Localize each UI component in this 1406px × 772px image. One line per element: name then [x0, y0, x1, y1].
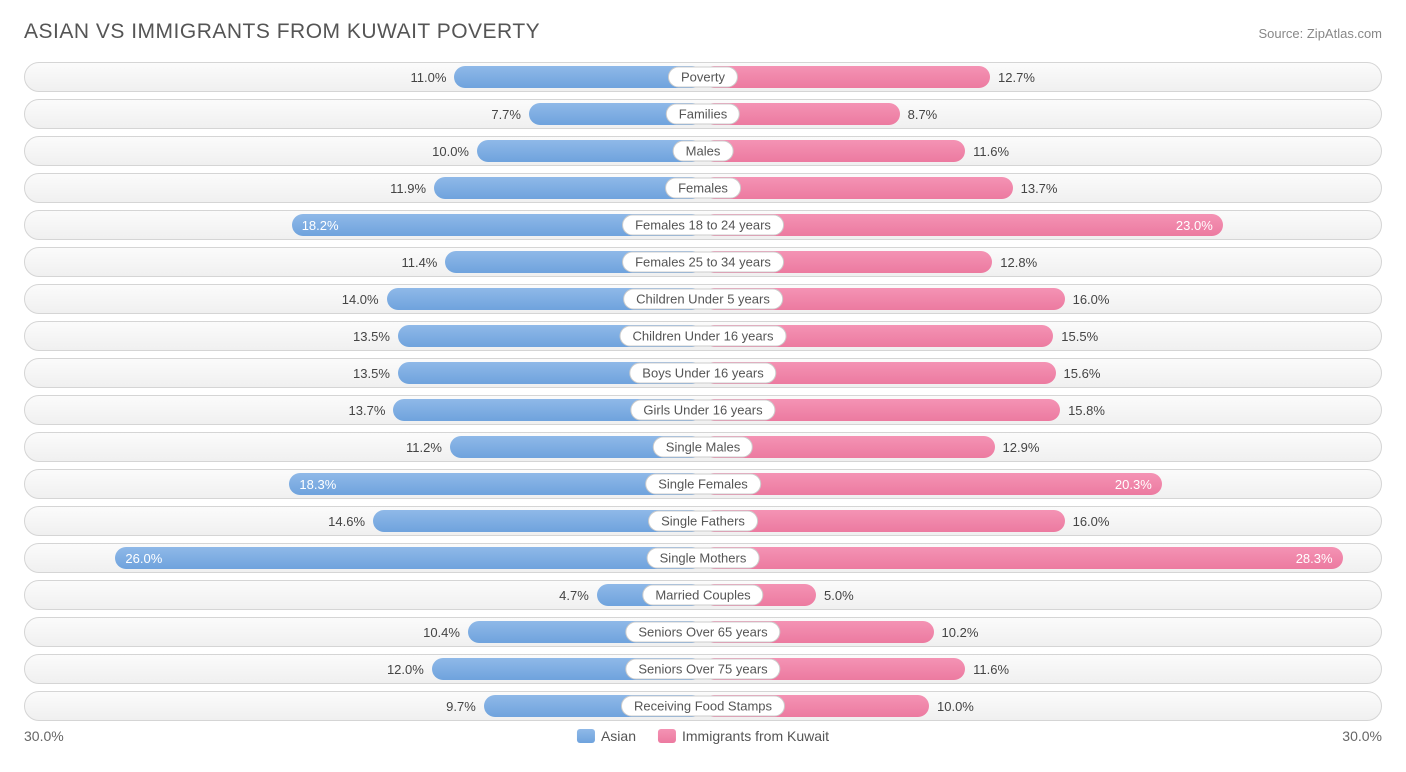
value-kuwait: 28.3% [1296, 551, 1343, 566]
bar-kuwait: 28.3% [703, 547, 1343, 569]
category-label: Families [666, 104, 740, 125]
chart-header: ASIAN VS IMMIGRANTS FROM KUWAIT POVERTY … [24, 20, 1382, 44]
value-asian: 14.0% [342, 292, 387, 307]
category-label: Poverty [668, 67, 738, 88]
chart-row: 18.2% 23.0% Females 18 to 24 years [24, 210, 1382, 240]
category-label: Females [665, 178, 741, 199]
category-label: Females 25 to 34 years [622, 252, 784, 273]
category-label: Married Couples [642, 585, 763, 606]
chart-row: 14.6% 16.0% Single Fathers [24, 506, 1382, 536]
value-kuwait: 11.6% [965, 144, 1009, 159]
chart-row: 12.0% 11.6% Seniors Over 75 years [24, 654, 1382, 684]
bar-kuwait: 12.7% [703, 66, 990, 88]
value-asian: 18.3% [289, 477, 336, 492]
chart-row: 10.0%11.6%Males [24, 136, 1382, 166]
value-kuwait: 10.0% [929, 699, 974, 714]
chart-row: 13.5% 15.6% Boys Under 16 years [24, 358, 1382, 388]
bar-asian: 26.0% [115, 547, 703, 569]
chart-row: 7.7% 8.7% Families [24, 99, 1382, 129]
category-label: Seniors Over 65 years [625, 622, 780, 643]
value-asian: 10.0% [432, 144, 477, 159]
value-asian: 13.5% [353, 329, 398, 344]
value-kuwait: 13.7% [1013, 181, 1058, 196]
category-label: Single Females [645, 474, 761, 495]
chart-row: 4.7% 5.0% Married Couples [24, 580, 1382, 610]
diverging-bar-chart: 11.0%12.7%Poverty7.7%8.7%Families10.0%11… [24, 62, 1382, 721]
axis-max-left: 30.0% [24, 728, 64, 744]
chart-row: 13.7% 15.8% Girls Under 16 years [24, 395, 1382, 425]
chart-row: 18.3% 20.3% Single Females [24, 469, 1382, 499]
value-kuwait: 12.9% [995, 440, 1040, 455]
value-kuwait: 20.3% [1115, 477, 1162, 492]
value-asian: 13.5% [353, 366, 398, 381]
value-asian: 4.7% [559, 588, 597, 603]
category-label: Boys Under 16 years [629, 363, 776, 384]
category-label: Receiving Food Stamps [621, 696, 785, 717]
category-label: Seniors Over 75 years [625, 659, 780, 680]
value-asian: 26.0% [115, 551, 162, 566]
value-kuwait: 16.0% [1065, 514, 1110, 529]
value-asian: 9.7% [446, 699, 484, 714]
category-label: Males [673, 141, 734, 162]
legend-label-kuwait: Immigrants from Kuwait [682, 728, 829, 744]
chart-title: ASIAN VS IMMIGRANTS FROM KUWAIT POVERTY [24, 20, 540, 44]
value-kuwait: 23.0% [1176, 218, 1223, 233]
bar-kuwait: 11.6% [703, 140, 965, 162]
chart-row: 11.2% 12.9% Single Males [24, 432, 1382, 462]
bar-asian: 11.0% [454, 66, 703, 88]
value-asian: 12.0% [387, 662, 432, 677]
legend-swatch-asian [577, 729, 595, 743]
legend-item-asian: Asian [577, 728, 636, 744]
category-label: Children Under 5 years [623, 289, 783, 310]
chart-row: 11.4% 12.8% Females 25 to 34 years [24, 247, 1382, 277]
chart-footer: 30.0% Asian Immigrants from Kuwait 30.0% [24, 728, 1382, 752]
value-asian: 11.0% [411, 70, 455, 85]
chart-row: 13.5% 15.5% Children Under 16 years [24, 321, 1382, 351]
bar-kuwait: 20.3% [703, 473, 1162, 495]
value-kuwait: 15.8% [1060, 403, 1105, 418]
bar-kuwait: 13.7% [703, 177, 1013, 199]
chart-row: 10.4% 10.2% Seniors Over 65 years [24, 617, 1382, 647]
value-kuwait: 10.2% [934, 625, 979, 640]
chart-row: 26.0% 28.3% Single Mothers [24, 543, 1382, 573]
legend-swatch-kuwait [658, 729, 676, 743]
chart-source: Source: ZipAtlas.com [1258, 26, 1382, 41]
value-kuwait: 12.8% [992, 255, 1037, 270]
value-asian: 10.4% [423, 625, 468, 640]
value-kuwait: 5.0% [816, 588, 854, 603]
category-label: Single Males [653, 437, 753, 458]
bar-asian: 10.0% [477, 140, 703, 162]
value-kuwait: 12.7% [990, 70, 1035, 85]
legend: Asian Immigrants from Kuwait [577, 728, 829, 744]
value-kuwait: 8.7% [900, 107, 938, 122]
bar-asian: 18.3% [289, 473, 703, 495]
value-asian: 11.9% [390, 181, 434, 196]
category-label: Females 18 to 24 years [622, 215, 784, 236]
axis-max-right: 30.0% [1342, 728, 1382, 744]
chart-row: 9.7% 10.0% Receiving Food Stamps [24, 691, 1382, 721]
category-label: Girls Under 16 years [630, 400, 775, 421]
value-kuwait: 16.0% [1065, 292, 1110, 307]
value-asian: 14.6% [328, 514, 373, 529]
value-asian: 11.4% [401, 255, 445, 270]
value-asian: 7.7% [491, 107, 529, 122]
category-label: Single Mothers [647, 548, 760, 569]
chart-row: 14.0% 16.0% Children Under 5 years [24, 284, 1382, 314]
value-kuwait: 15.5% [1053, 329, 1098, 344]
bar-asian: 11.9% [434, 177, 703, 199]
value-kuwait: 11.6% [965, 662, 1009, 677]
category-label: Children Under 16 years [620, 326, 787, 347]
legend-label-asian: Asian [601, 728, 636, 744]
chart-row: 11.9%13.7%Females [24, 173, 1382, 203]
value-asian: 11.2% [406, 440, 450, 455]
value-asian: 18.2% [292, 218, 339, 233]
value-asian: 13.7% [349, 403, 394, 418]
category-label: Single Fathers [648, 511, 758, 532]
chart-row: 11.0%12.7%Poverty [24, 62, 1382, 92]
value-kuwait: 15.6% [1056, 366, 1101, 381]
legend-item-kuwait: Immigrants from Kuwait [658, 728, 829, 744]
